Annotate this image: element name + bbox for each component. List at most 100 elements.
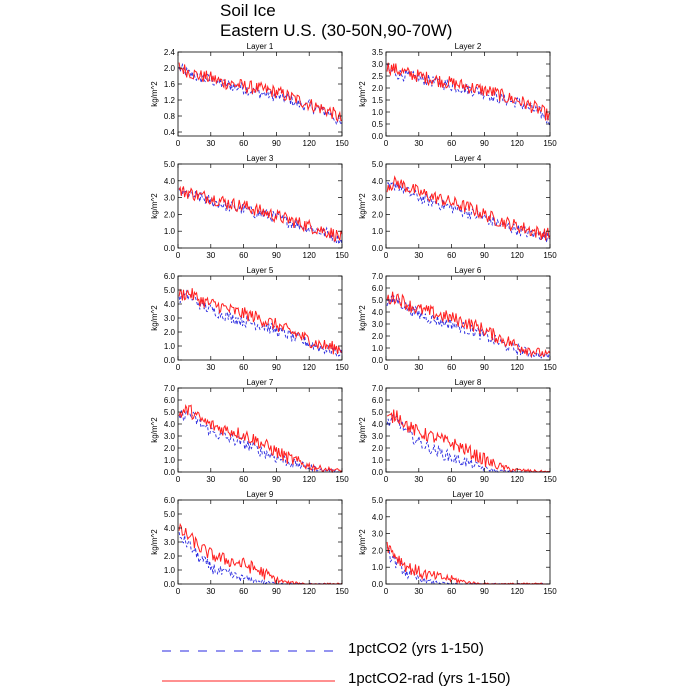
x-tick-label: 60 xyxy=(239,363,248,372)
series-line-1pctco2 xyxy=(386,414,551,473)
y-tick-label: 6.0 xyxy=(164,396,176,405)
x-tick-label: 60 xyxy=(447,475,456,484)
series-line-1pctco2-rad xyxy=(178,522,343,586)
y-tick-label: 7.0 xyxy=(164,384,176,393)
series-line-1pctco2-rad xyxy=(178,185,343,242)
y-tick-label: 3.0 xyxy=(164,538,176,547)
y-tick-label: 0.4 xyxy=(164,128,176,137)
y-tick-label: 5.0 xyxy=(164,408,176,417)
y-tick-label: 1.0 xyxy=(164,456,176,465)
x-tick-label: 120 xyxy=(303,139,317,148)
y-tick-label: 2.0 xyxy=(372,546,384,555)
x-tick-label: 0 xyxy=(384,251,389,260)
x-tick-label: 0 xyxy=(384,587,389,596)
series-line-1pctco2-rad xyxy=(386,409,551,473)
panel-frame xyxy=(385,51,551,137)
x-tick-label: 60 xyxy=(447,251,456,260)
x-tick-label: 120 xyxy=(303,251,317,260)
y-tick-label: 5.0 xyxy=(372,496,384,505)
y-tick-label: 3.0 xyxy=(372,60,384,69)
x-tick-label: 150 xyxy=(335,139,349,148)
x-tick-label: 30 xyxy=(206,363,215,372)
y-tick-label: 0.0 xyxy=(164,468,176,477)
series-line-1pctco2 xyxy=(178,289,343,357)
panel-title: Layer 8 xyxy=(455,378,482,387)
y-tick-label: 7.0 xyxy=(372,384,384,393)
y-axis-label: kg/m^2 xyxy=(358,417,367,443)
panel-layer-7: Layer 7 0 30 60 90 120 150 0.0 1.0 2.0 3.0 4.0 5.0 6.… xyxy=(150,378,349,484)
x-tick-label: 150 xyxy=(335,475,349,484)
series-line-1pctco2-rad xyxy=(178,404,343,474)
x-tick-label: 120 xyxy=(303,363,317,372)
y-axis-label: kg/m^2 xyxy=(150,529,159,555)
y-tick-label: 5.0 xyxy=(164,160,176,169)
y-tick-label: 1.0 xyxy=(164,342,176,351)
panel-layer-2: Layer 2 0 30 60 90 120 150 0.0 0.5 1.0 1.5 2.0 2.5 3.… xyxy=(358,42,557,148)
y-axis-label: kg/m^2 xyxy=(358,193,367,219)
x-tick-label: 90 xyxy=(272,475,281,484)
y-tick-label: 5.0 xyxy=(372,296,384,305)
x-tick-label: 60 xyxy=(239,475,248,484)
y-tick-label: 4.0 xyxy=(164,420,176,429)
x-tick-label: 30 xyxy=(414,587,423,596)
x-tick-label: 150 xyxy=(543,475,557,484)
y-axis-label: kg/m^2 xyxy=(358,81,367,107)
panel-layer-4: Layer 4 0 30 60 90 120 150 0.0 1.0 2.0 3.0 4.0 5.0 kg… xyxy=(358,154,557,260)
y-tick-label: 2.0 xyxy=(164,444,176,453)
panel-frame xyxy=(177,387,343,473)
y-tick-label: 3.0 xyxy=(372,320,384,329)
y-tick-label: 4.0 xyxy=(372,177,384,186)
series-line-1pctco2-rad xyxy=(386,541,550,585)
y-tick-label: 6.0 xyxy=(164,272,176,281)
y-tick-label: 5.0 xyxy=(372,160,384,169)
y-tick-label: 1.5 xyxy=(372,96,384,105)
panel-frame xyxy=(385,499,551,585)
y-tick-label: 4.0 xyxy=(372,420,384,429)
y-tick-label: 3.0 xyxy=(372,432,384,441)
y-tick-label: 3.5 xyxy=(372,48,384,57)
y-tick-label: 0.0 xyxy=(164,356,176,365)
x-tick-label: 0 xyxy=(384,139,389,148)
panel-layer-9: Layer 9 0 30 60 90 120 150 0.0 1.0 2.0 3.0 4.0 5.0 6.… xyxy=(150,490,349,596)
series-line-1pctco2-rad xyxy=(178,62,343,123)
x-tick-label: 150 xyxy=(335,587,349,596)
y-tick-label: 2.0 xyxy=(164,64,176,73)
x-tick-label: 0 xyxy=(176,139,181,148)
y-tick-label: 2.0 xyxy=(164,210,176,219)
panel-layer-10: Layer 10 0 30 60 90 120 150 0.0 1.0 2.0 3.0 4.0 5.0 k… xyxy=(358,490,557,596)
y-axis-label: kg/m^2 xyxy=(150,305,159,331)
y-tick-label: 3.0 xyxy=(372,194,384,203)
panel-layer-1: Layer 1 0 30 60 90 120 150 0.4 0.8 1.2 1.6 2.0 2.4 kg… xyxy=(150,42,349,148)
y-axis-label: kg/m^2 xyxy=(358,529,367,555)
panel-title: Layer 6 xyxy=(455,266,482,275)
x-tick-label: 120 xyxy=(303,475,317,484)
series-line-1pctco2-rad xyxy=(386,62,551,121)
y-tick-label: 2.0 xyxy=(372,210,384,219)
x-tick-label: 0 xyxy=(176,587,181,596)
y-tick-label: 2.0 xyxy=(164,552,176,561)
panel-layer-6: Layer 6 0 30 60 90 120 150 0.0 1.0 2.0 3.0 4.0 5.0 6.… xyxy=(358,266,557,372)
panel-frame xyxy=(385,387,551,473)
y-tick-label: 3.0 xyxy=(164,194,176,203)
x-tick-label: 120 xyxy=(511,587,525,596)
x-tick-label: 30 xyxy=(414,251,423,260)
x-tick-label: 90 xyxy=(480,475,489,484)
series-line-1pctco2-rad xyxy=(386,291,551,359)
y-tick-label: 0.0 xyxy=(164,580,176,589)
panel-frame xyxy=(177,163,343,249)
y-tick-label: 1.0 xyxy=(372,344,384,353)
x-tick-label: 0 xyxy=(176,363,181,372)
y-tick-label: 0.0 xyxy=(372,132,384,141)
x-tick-label: 90 xyxy=(480,251,489,260)
x-tick-label: 150 xyxy=(335,251,349,260)
panel-title: Layer 9 xyxy=(247,490,274,499)
y-tick-label: 5.0 xyxy=(372,408,384,417)
y-tick-label: 0.0 xyxy=(372,244,384,253)
x-tick-label: 90 xyxy=(480,587,489,596)
panel-title: Layer 3 xyxy=(247,154,274,163)
panel-title: Layer 4 xyxy=(455,154,482,163)
x-tick-label: 120 xyxy=(511,251,525,260)
y-tick-label: 5.0 xyxy=(164,286,176,295)
x-tick-label: 90 xyxy=(272,587,281,596)
